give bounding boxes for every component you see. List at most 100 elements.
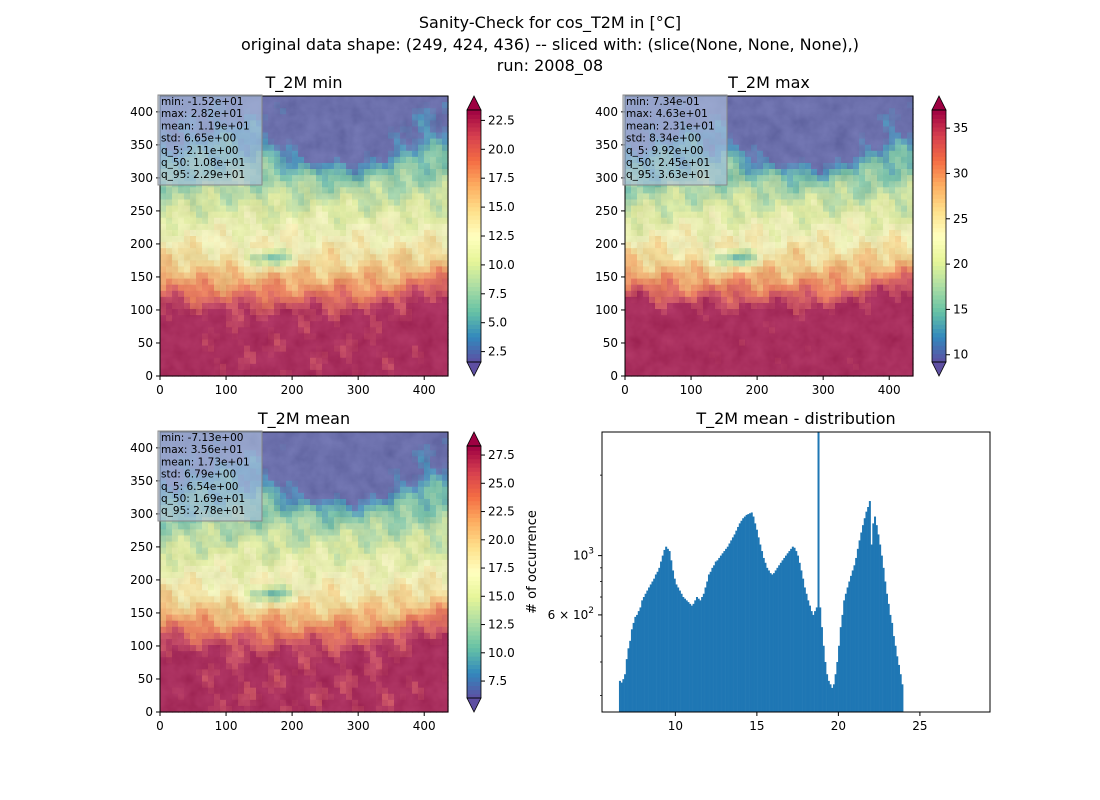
stats-line: std: 6.65e+00 [161, 133, 236, 145]
histogram-bar [687, 602, 690, 712]
histogram-bar [636, 614, 639, 712]
histogram-bar [685, 600, 688, 712]
x-tick-label: 200 [281, 719, 304, 733]
histogram-bar [896, 656, 899, 712]
stats-line: min: -1.52e+01 [161, 96, 243, 108]
x-tick-label: 100 [215, 719, 238, 733]
histogram-bar [767, 570, 770, 712]
colorbar-extend-min [466, 361, 482, 377]
histogram-bar [733, 534, 736, 712]
panel-title: T_2M mean - distribution [695, 409, 895, 429]
histogram-bar [829, 684, 832, 712]
histogram-bar [644, 593, 647, 712]
histogram-bar [844, 593, 847, 712]
histogram-bar [728, 543, 731, 712]
histogram-bar [867, 507, 870, 712]
colorbar-tick-label: 10.0 [488, 646, 515, 660]
colorbar-extend-min [931, 361, 947, 377]
histogram-bar [766, 567, 769, 712]
colorbar-tick-label: 25.0 [488, 476, 515, 490]
histogram-bar [670, 560, 673, 712]
colorbar-tick-label: 17.5 [488, 171, 515, 185]
stats-line: mean: 1.73e+01 [161, 456, 250, 468]
histogram-bar [892, 636, 895, 712]
x-tick-label: 400 [413, 383, 436, 397]
histogram-bar [769, 573, 772, 712]
stats-line: q_95: 3.63e+01 [626, 169, 710, 181]
x-tick-label: 25 [912, 719, 927, 733]
histogram-bar [713, 565, 716, 712]
y-tick-label: 300 [130, 171, 153, 185]
y-tick-label: 6 × 102 [548, 606, 594, 622]
histogram-bar [668, 551, 671, 712]
histogram-bar [690, 605, 693, 712]
histogram-bar [702, 593, 705, 712]
figure-title-line-1: Sanity-Check for cos_T2M in [°C] [418, 13, 682, 32]
histogram-bar [894, 645, 897, 712]
histogram-bar [642, 597, 645, 712]
histogram-bar [624, 674, 627, 712]
histogram-bar [899, 674, 902, 712]
histogram-bar [737, 526, 740, 712]
histogram-bar [646, 590, 649, 712]
histogram-bar [838, 645, 841, 712]
histogram-bar [735, 530, 738, 712]
histogram-bar [781, 560, 784, 712]
histogram-bar [882, 567, 885, 712]
histogram-bar [796, 555, 799, 712]
stats-line: q_50: 1.69e+01 [161, 493, 245, 505]
stats-line: mean: 2.31e+01 [626, 120, 715, 132]
x-tick-label: 200 [281, 383, 304, 397]
y-tick-label: 150 [130, 606, 153, 620]
stats-line: min: 7.34e-01 [626, 96, 700, 108]
histogram-bar [656, 571, 659, 712]
histogram-bar [795, 551, 798, 712]
histogram-bar [856, 548, 859, 712]
y-tick-label: 0 [145, 705, 153, 719]
y-tick-label: 300 [595, 171, 618, 185]
x-tick-label: 300 [347, 719, 370, 733]
colorbar-extend-min [466, 697, 482, 713]
histogram-bar [752, 516, 755, 712]
stats-line: max: 4.63e+01 [626, 108, 708, 120]
histogram-bar [641, 600, 644, 712]
histogram-bar [663, 549, 666, 712]
histogram-bar [747, 514, 750, 712]
histogram-bar [740, 520, 743, 712]
histogram-bar [680, 593, 683, 712]
histogram-bar [848, 581, 851, 712]
y-tick-label: 250 [130, 540, 153, 554]
map-panel-t_2m-min: T_2M min 0 100 200 300 400 0 50 100 150 200 250 300 3… [130, 73, 515, 397]
y-axis-label: # of occurrence [525, 510, 540, 614]
colorbar-extend-max [931, 95, 947, 111]
colorbar-frame [466, 445, 482, 699]
colorbar-tick-label: 12.5 [488, 229, 515, 243]
histogram-bar [632, 622, 635, 712]
x-tick-label: 400 [413, 719, 436, 733]
histogram-bar [750, 512, 753, 712]
histogram-bar [719, 555, 722, 712]
y-tick-label: 50 [138, 336, 153, 350]
histogram-bar [695, 597, 698, 712]
histogram-bar [891, 622, 894, 712]
histogram-bar [684, 598, 687, 712]
histogram-bar [897, 664, 900, 712]
histogram-bar [755, 529, 758, 712]
histogram-bar [880, 555, 883, 712]
histogram-bars [618, 432, 904, 712]
x-tick-label: 300 [812, 383, 835, 397]
histogram-bar [807, 600, 810, 712]
stats-line: max: 2.82e+01 [161, 108, 243, 120]
histogram-bar [692, 603, 695, 712]
histogram-bar [841, 614, 844, 712]
histogram-bar [812, 614, 815, 712]
map-panel-t_2m-mean: T_2M mean 0 100 200 300 400 0 50 100 150 200 250 300… [130, 409, 515, 733]
panel-title: T_2M max [727, 73, 810, 93]
stats-box [157, 430, 263, 522]
y-tick-label: 350 [130, 138, 153, 152]
histogram-bar [757, 537, 760, 712]
histogram-bar [711, 567, 714, 712]
histogram-bar [653, 578, 656, 712]
histogram-bar [723, 551, 726, 712]
histogram-bar [764, 562, 767, 712]
